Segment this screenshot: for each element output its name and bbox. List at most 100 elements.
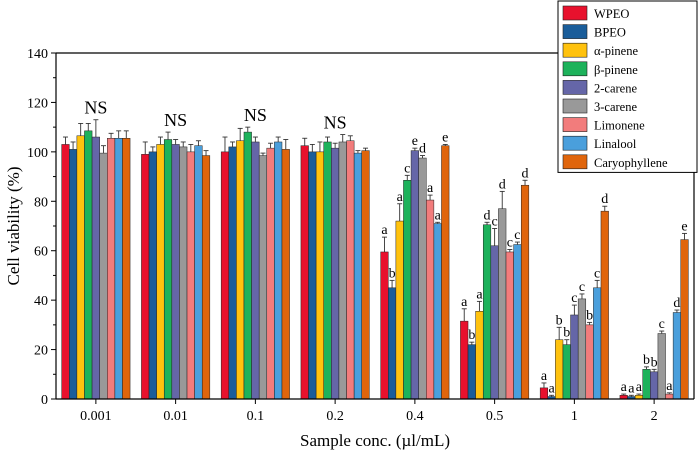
bar: [258, 155, 268, 400]
bar: [251, 141, 260, 400]
significance-label: c: [507, 235, 513, 250]
y-axis-title: Cell viability (%): [4, 167, 23, 286]
bar: [570, 314, 579, 400]
bar: [266, 147, 275, 400]
legend-label: Linalool: [594, 137, 637, 151]
bar: [520, 184, 530, 400]
y-tick-label: 40: [34, 294, 48, 309]
bar: [274, 141, 283, 400]
legend-swatch: [562, 154, 588, 170]
legend-label: Limonene: [594, 119, 645, 133]
bar: [585, 324, 594, 400]
significance-label: b: [643, 353, 650, 368]
group-label-ns: NS: [164, 110, 187, 130]
bar: [353, 152, 362, 400]
bar: [338, 141, 347, 400]
significance-label: d: [601, 192, 608, 207]
bar: [593, 287, 602, 400]
bar: [220, 151, 230, 400]
bar: [331, 147, 340, 400]
bar: [475, 311, 484, 400]
axes-layer: 0 20 40 60 80 100 120 140 0.001 0.01 0.1 0.2 0.4 0.5 1…: [27, 47, 695, 424]
bar: [642, 369, 651, 400]
x-tick-label: 0.1: [247, 409, 265, 424]
significance-label: e: [681, 219, 687, 234]
legend-swatch: [562, 80, 588, 95]
bar: [300, 145, 309, 400]
bar: [201, 155, 211, 400]
x-tick-label: 0.001: [80, 409, 112, 424]
bars-layer: [61, 119, 689, 400]
bar: [505, 251, 514, 400]
significance-label: b: [563, 326, 570, 341]
significance-label: a: [636, 380, 643, 395]
legend-label: β-pinene: [594, 63, 638, 77]
significance-label: c: [404, 161, 410, 176]
significance-label: c: [514, 228, 520, 243]
x-tick-label: 0.5: [486, 409, 504, 424]
bar: [460, 320, 469, 400]
bar: [410, 150, 419, 400]
x-tick-label: 1: [571, 409, 578, 424]
bar: [194, 145, 203, 400]
significance-label: c: [579, 280, 585, 295]
significance-label: a: [397, 190, 404, 205]
significance-label: a: [541, 369, 548, 384]
bar: [577, 298, 587, 400]
bar: [388, 287, 397, 400]
significance-label: a: [476, 287, 483, 302]
significance-label: b: [651, 355, 658, 370]
significance-label: d: [499, 177, 506, 192]
x-tick-label: 2: [651, 409, 658, 424]
legend: WPEO BPEO α-pinene β-pinene 2-carene 3-carene…: [557, 0, 698, 173]
legend-swatch: [562, 135, 588, 151]
bar: [513, 244, 522, 400]
bar: [555, 339, 564, 400]
bar: [441, 145, 450, 400]
bar: [665, 393, 674, 400]
bar: [657, 333, 666, 400]
significance-label: d: [484, 208, 491, 223]
legend-swatch: [562, 98, 588, 114]
bar: [403, 180, 412, 400]
bar: [236, 140, 245, 400]
significance-label: d: [419, 142, 426, 157]
significance-label: c: [659, 317, 665, 332]
significance-label: b: [586, 308, 593, 323]
bar: [346, 140, 355, 400]
significance-label: c: [594, 266, 600, 281]
y-tick-label: 140: [27, 47, 48, 62]
y-tick-label: 20: [34, 344, 48, 359]
legend-label: WPEO: [594, 7, 629, 21]
y-tick-label: 80: [34, 195, 48, 210]
bar: [76, 135, 85, 400]
bar: [490, 245, 499, 400]
bar: [61, 144, 70, 400]
bar: [114, 138, 123, 400]
bar: [562, 344, 571, 400]
bar: [163, 139, 173, 400]
legend-label: α-pinene: [594, 44, 638, 58]
y-tick-label: 0: [41, 393, 48, 408]
bar: [84, 130, 93, 400]
bar: [99, 152, 108, 400]
significance-label: e: [442, 130, 448, 145]
significance-label: e: [412, 134, 418, 149]
bar: [122, 138, 131, 400]
bar: [243, 131, 252, 400]
bar: [539, 387, 549, 400]
bar: [680, 239, 689, 400]
legend-swatch: [562, 42, 588, 58]
significance-label: a: [435, 208, 442, 223]
bar: [650, 371, 659, 400]
bar: [467, 344, 476, 400]
legend-swatch: [562, 5, 588, 21]
bar: [315, 151, 324, 400]
legend-label: BPEO: [594, 26, 626, 40]
significance-label: d: [522, 166, 529, 181]
significance-label: b: [556, 313, 563, 328]
x-tick-label: 0.2: [326, 409, 344, 424]
bar: [426, 199, 435, 400]
bar: [156, 144, 165, 400]
